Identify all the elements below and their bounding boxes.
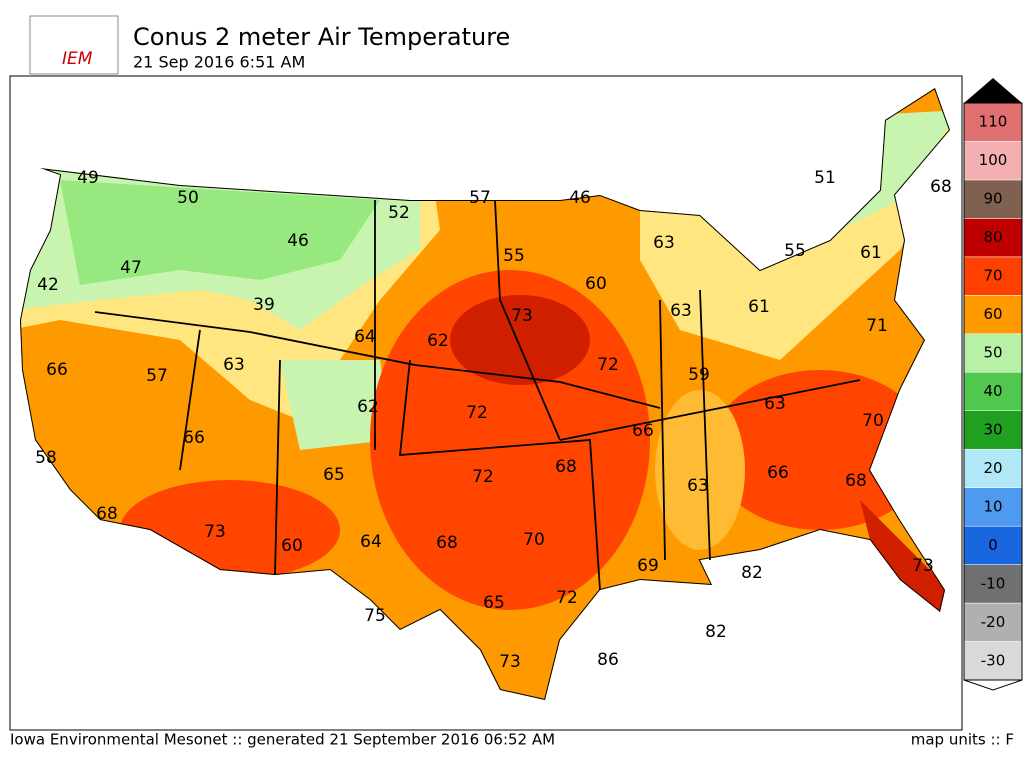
station-values: 49 50 46 52 57 46 47 42 39 64 62 73 55 60 63 63 61 55 51 61… [35,168,952,672]
logo-box [29,15,119,75]
colorbar-label: 10 [983,497,1002,515]
logo: IEM [29,15,119,75]
station-value: 46 [569,188,591,208]
station-value: 82 [705,622,727,642]
colorbar-label: 90 [983,190,1002,208]
station-value: 70 [862,411,884,431]
colorbar-band [963,372,1023,411]
station-value: 73 [511,306,533,326]
station-value: 72 [597,355,619,375]
colorbar-label: 80 [983,228,1002,246]
station-value: 61 [860,243,882,263]
station-value: 69 [637,556,659,576]
station-value: 57 [146,366,168,386]
state-lines [94,199,861,591]
station-value: 72 [556,588,578,608]
station-value: 64 [354,327,376,347]
colorbar-label: -10 [981,574,1006,592]
station-value: 68 [436,533,458,553]
station-value: 86 [597,650,619,670]
station-value: 42 [37,275,59,295]
colorbar-label: 0 [988,536,998,554]
station-value: 63 [687,476,709,496]
colorbar: -30 -20 -10 0 10 20 30 40 50 60 70 80 90 100 110 [963,78,1023,691]
logo-text: IEM [62,49,93,69]
station-value: 66 [767,463,789,483]
units: map units :: F [911,731,1014,749]
colorbar-label: 100 [979,151,1008,169]
station-value: 63 [670,301,692,321]
colorbar-label: 20 [983,459,1002,477]
colorbar-bottom [963,679,1023,691]
station-value: 65 [323,465,345,485]
colorbar-frame [963,102,1023,681]
station-value: 70 [523,530,545,550]
station-value: 60 [281,536,303,556]
station-value: 57 [469,188,491,208]
colorbar-label: 60 [983,305,1002,323]
station-value: 58 [35,448,57,468]
colorbar-label: 30 [983,420,1002,438]
colorbar-band [963,333,1023,373]
station-value: 73 [499,652,521,672]
colorbar-band [963,487,1023,527]
colorbar-band [963,256,1023,296]
station-value: 63 [223,355,245,375]
station-value: 73 [204,522,226,542]
station-value: 63 [653,233,675,253]
station-value: 64 [360,532,382,552]
station-value: 61 [748,297,770,317]
colorbar-label: -20 [981,613,1006,631]
colorbar-band [963,602,1023,642]
subtitle: 21 Sep 2016 6:51 AM [133,53,305,72]
station-value: 72 [472,467,494,487]
station-value: 39 [253,295,275,315]
station-value: 49 [77,168,99,188]
station-value: 71 [866,316,888,336]
station-value: 68 [555,457,577,477]
station-value: 66 [183,428,205,448]
colorbar-label: 50 [983,344,1002,362]
station-value: 46 [287,231,309,251]
colorbar-top [964,78,1022,103]
station-value: 66 [46,360,68,380]
station-value: 75 [364,606,386,626]
station-value: 52 [388,203,410,223]
colorbar-label: 40 [983,382,1002,400]
station-value: 55 [784,241,806,261]
colorbar-band [963,641,1023,681]
station-value: 68 [845,471,867,491]
station-value: 73 [912,556,934,576]
station-value: 68 [96,504,118,524]
station-value: 65 [483,593,505,613]
colorbar-band [963,141,1023,181]
title: Conus 2 meter Air Temperature [133,23,510,51]
station-value: 59 [688,365,710,385]
station-value: 62 [357,397,379,417]
station-value: 72 [466,403,488,423]
station-value: 82 [741,563,763,583]
colorbar-label: 110 [979,113,1008,131]
station-value: 51 [814,168,836,188]
station-value: 63 [764,394,786,414]
station-value: 60 [585,274,607,294]
station-value: 47 [120,258,142,278]
colorbar-band [963,218,1023,258]
station-value: 55 [503,246,525,266]
station-value: 50 [177,188,199,208]
colorbar-label: -30 [981,651,1006,669]
station-value: 68 [930,177,952,197]
colorbar-label: 70 [983,267,1002,285]
station-value: 66 [632,421,654,441]
credit: Iowa Environmental Mesonet :: generated … [10,731,555,749]
station-value: 62 [427,331,449,351]
